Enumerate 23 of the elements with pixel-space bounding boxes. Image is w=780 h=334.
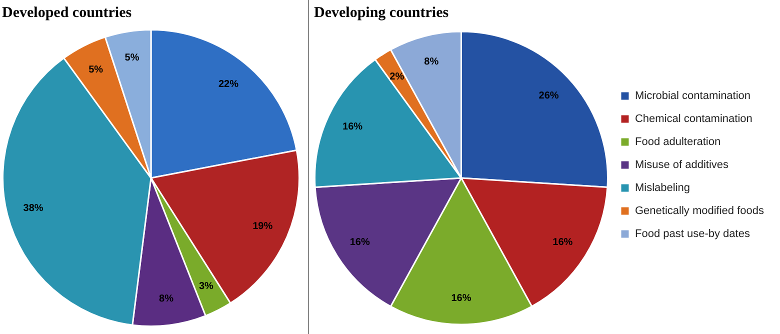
legend-label: Food past use-by dates xyxy=(634,228,750,240)
data-label: 19% xyxy=(252,221,273,232)
legend-label: Mislabeling xyxy=(634,182,690,194)
chart-title: Developing countries xyxy=(314,4,449,21)
data-label: 5% xyxy=(88,64,104,76)
data-label: 16% xyxy=(342,122,363,133)
legend-label: Chemical contamination xyxy=(634,113,752,126)
data-label: 16% xyxy=(552,237,573,248)
data-label: 16% xyxy=(350,237,370,248)
legend-label: Genetically modified foods xyxy=(634,205,764,218)
data-label: 26% xyxy=(538,90,559,102)
data-label: 16% xyxy=(451,292,472,304)
data-label: 8% xyxy=(424,56,439,68)
chart-title: Developed countries xyxy=(2,4,132,21)
data-label: 38% xyxy=(23,202,44,214)
data-label: 5% xyxy=(124,52,140,64)
legend-label: Misuse of additives xyxy=(634,159,730,172)
legend-label: Food adulteration xyxy=(634,136,721,148)
data-label: 3% xyxy=(198,281,214,292)
data-label: 8% xyxy=(159,293,174,304)
data-label: 22% xyxy=(218,79,239,90)
legend-label: Microbial contamination xyxy=(634,90,751,102)
data-label: 2% xyxy=(390,71,404,82)
